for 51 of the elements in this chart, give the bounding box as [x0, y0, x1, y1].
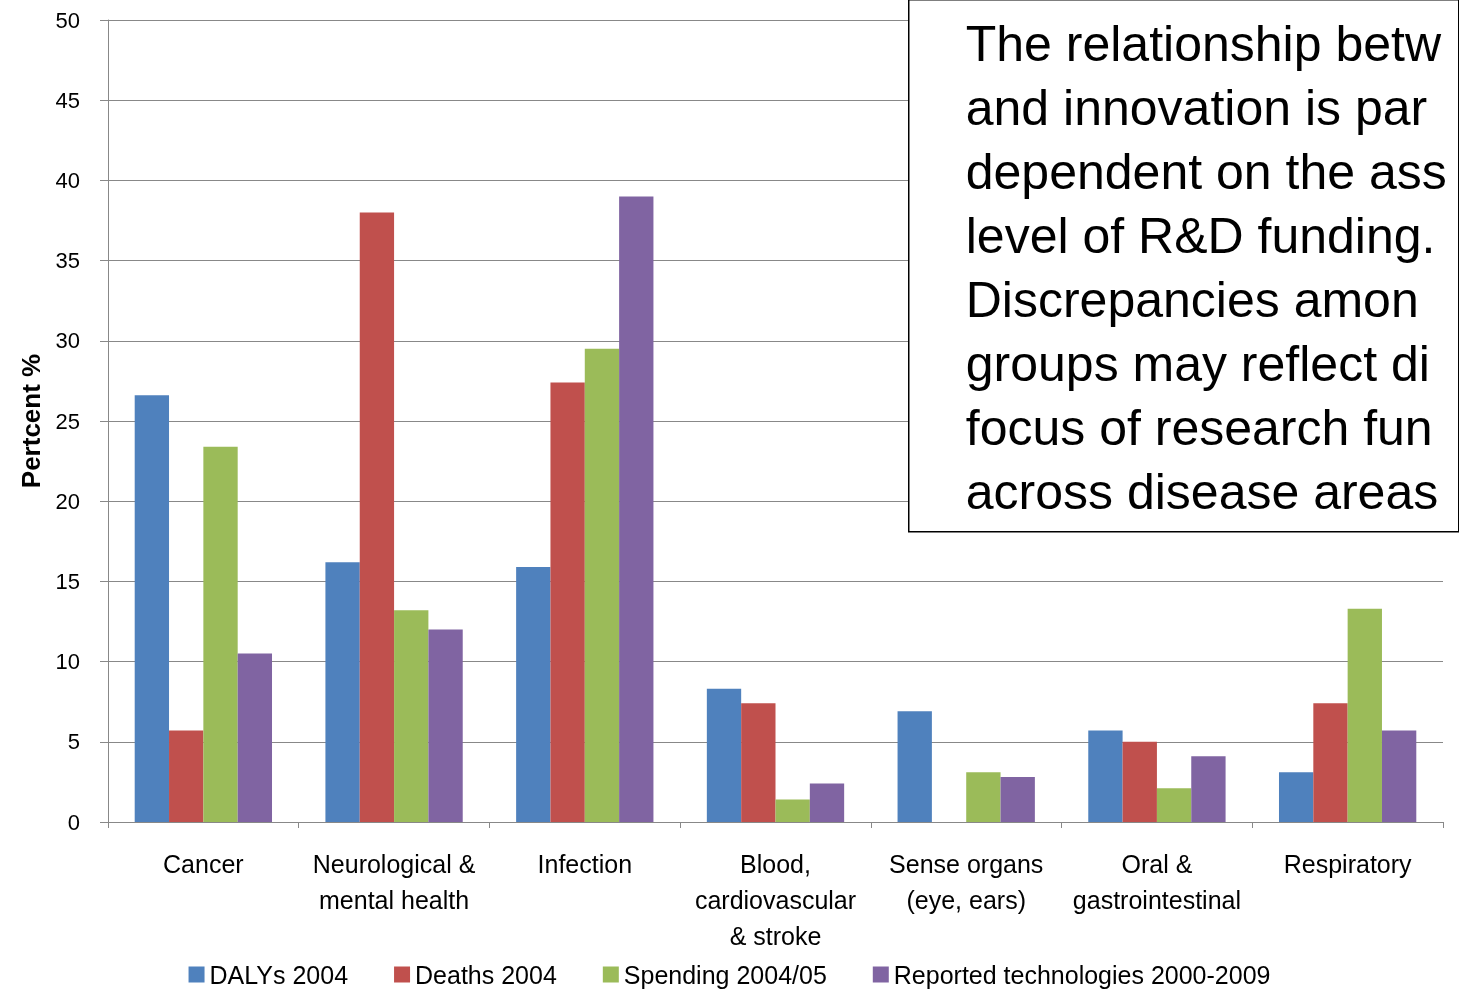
bar — [169, 730, 204, 822]
y-tick-label: 45 — [55, 87, 80, 113]
bar — [1088, 730, 1123, 822]
y-tick-label: 20 — [55, 488, 80, 514]
y-tick-label: 50 — [55, 7, 80, 33]
bar — [237, 653, 273, 822]
y-tick-label: 0 — [67, 809, 80, 835]
bar — [1381, 730, 1417, 822]
bar — [1000, 777, 1035, 822]
bar — [897, 711, 932, 822]
x-tick-label: Cancer — [163, 850, 244, 878]
legend-label: Deaths 2004 — [415, 960, 557, 989]
y-tick-label: 15 — [55, 568, 80, 594]
bar — [1278, 772, 1314, 822]
x-tick-label: Neurological & mental health — [312, 850, 476, 914]
bar — [394, 610, 429, 822]
bar — [516, 566, 551, 822]
y-tick-label: 35 — [55, 248, 80, 274]
bar — [1122, 741, 1157, 822]
bar — [1313, 703, 1348, 822]
annotation: The relationship betw and innovation is par dependent on the ass level of R&D funding. Discrepancies amon groups may reflect di focus of research fun across disease areas — [965, 15, 1447, 520]
bar — [706, 688, 742, 822]
bar — [325, 562, 360, 822]
y-tick-label: 40 — [55, 167, 80, 193]
bar — [619, 196, 654, 822]
x-tick-label: Respiratory — [1283, 850, 1413, 878]
y-tick-label: 10 — [55, 649, 80, 675]
bar — [550, 382, 585, 822]
legend-label: DALYs 2004 — [209, 960, 349, 989]
bar — [134, 395, 170, 822]
bar — [966, 772, 1001, 822]
bar — [1191, 756, 1226, 822]
bar — [741, 703, 776, 822]
bar — [809, 783, 845, 822]
x-tick-label: Infection — [537, 850, 633, 878]
bar — [428, 629, 463, 822]
x-tick-label: Oral & gastrointestinal — [1072, 850, 1242, 914]
y-tick-label: 30 — [55, 328, 80, 354]
bar — [584, 348, 620, 822]
bar — [203, 446, 238, 822]
legend-label: Reported technologies 2000-2009 — [893, 960, 1271, 989]
bar — [1347, 608, 1382, 822]
y-tick-label: 25 — [55, 408, 80, 434]
bar — [359, 212, 395, 822]
legend-label: Spending 2004/05 — [623, 960, 827, 989]
y-tick-label: 5 — [67, 729, 80, 755]
x-tick-label: Blood, cardiovascular & stroke — [694, 850, 857, 950]
bar — [1156, 788, 1192, 822]
y-axis-title: Pertcent % — [16, 353, 46, 489]
bar — [775, 799, 810, 822]
x-tick-label: Sense organs (eye, ears) — [889, 850, 1044, 914]
